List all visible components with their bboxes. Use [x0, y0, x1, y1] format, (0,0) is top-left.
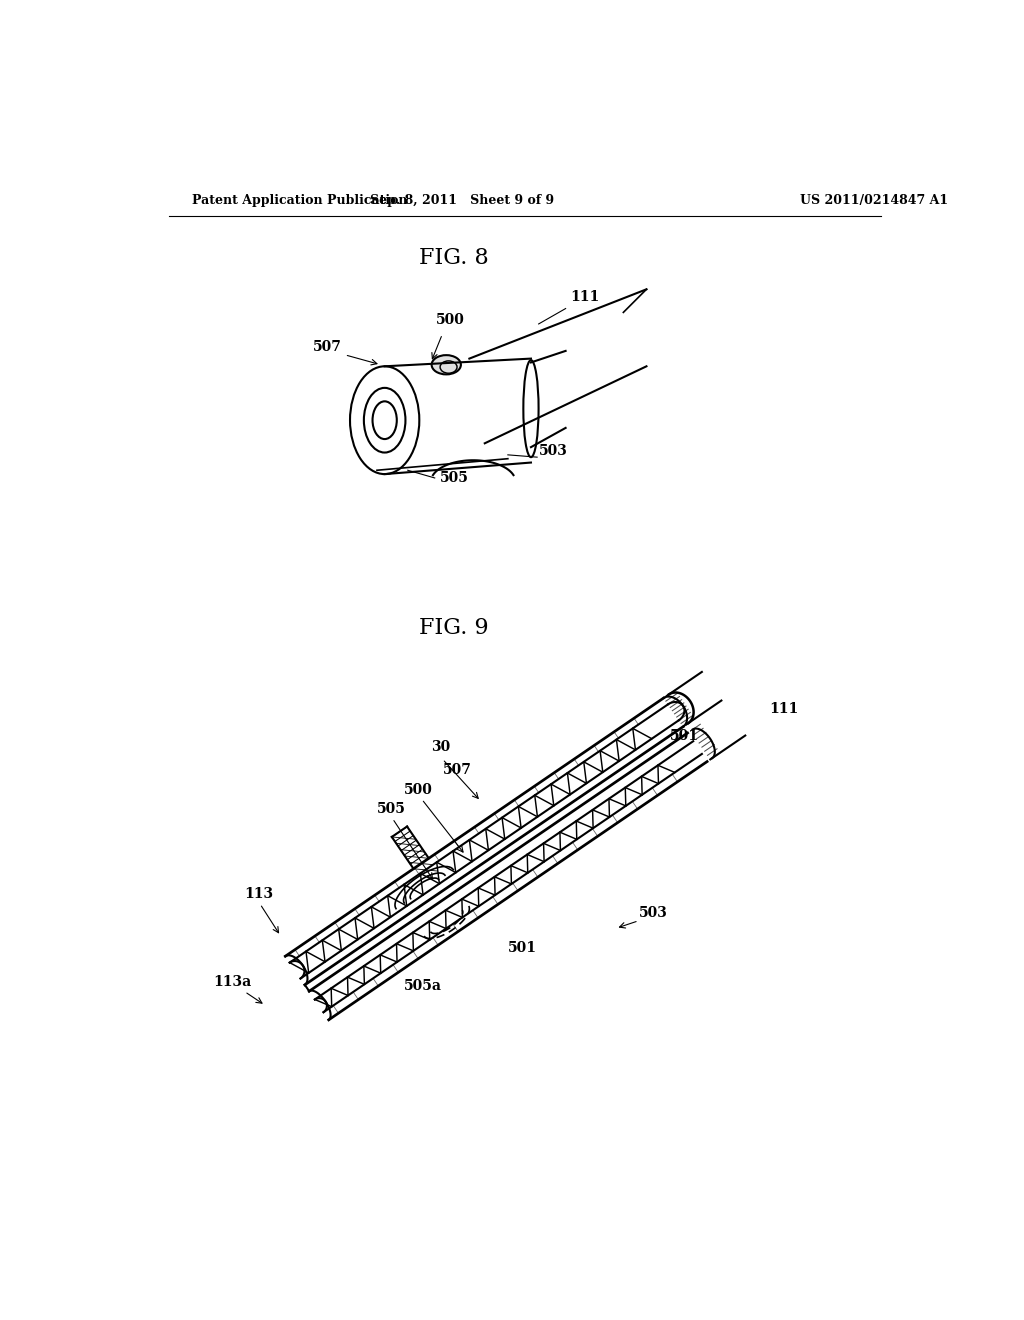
Text: FIG. 9: FIG. 9: [419, 618, 488, 639]
Text: FIG. 8: FIG. 8: [419, 248, 488, 269]
Ellipse shape: [432, 355, 461, 375]
Text: 503: 503: [639, 906, 668, 920]
Text: Sep. 8, 2011   Sheet 9 of 9: Sep. 8, 2011 Sheet 9 of 9: [370, 194, 554, 207]
Text: US 2011/0214847 A1: US 2011/0214847 A1: [801, 194, 948, 207]
Text: 507: 507: [312, 341, 341, 354]
Text: 111: 111: [570, 290, 599, 304]
Text: Patent Application Publication: Patent Application Publication: [193, 194, 408, 207]
Text: 30: 30: [431, 741, 451, 754]
Text: 505: 505: [439, 471, 468, 484]
Text: 505: 505: [377, 801, 406, 816]
Text: 113a: 113a: [214, 975, 252, 989]
Text: 500: 500: [435, 313, 465, 327]
Text: 501: 501: [508, 940, 537, 954]
Text: 111: 111: [770, 702, 799, 715]
Text: 505a: 505a: [403, 979, 442, 993]
Text: 500: 500: [403, 783, 433, 797]
Text: 113: 113: [245, 887, 273, 900]
Text: 501: 501: [670, 729, 698, 743]
Text: 503: 503: [539, 444, 567, 458]
Text: 507: 507: [442, 763, 471, 777]
